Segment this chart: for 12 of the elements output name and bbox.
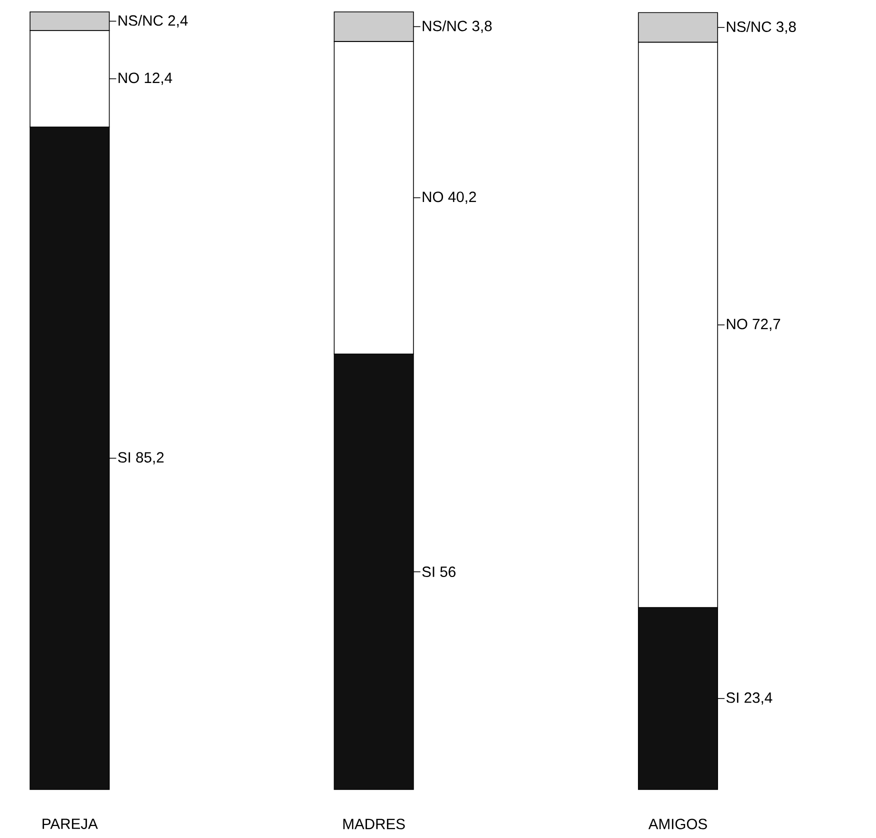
data-label: SI 23,4 bbox=[726, 692, 772, 705]
data-label: NS/NC 2,4 bbox=[118, 14, 188, 28]
x-tick-label: MADRES bbox=[343, 818, 405, 830]
x-tick-label: PAREJA bbox=[42, 818, 98, 830]
data-label: NO 72,7 bbox=[726, 318, 780, 331]
data-label: NO 12,4 bbox=[118, 72, 172, 85]
data-label: SI 56 bbox=[422, 566, 456, 577]
x-tick-label: AMIGOS bbox=[648, 818, 707, 830]
data-label: NS/NC 3,8 bbox=[422, 20, 492, 33]
data-label: NO 40,2 bbox=[422, 192, 476, 204]
data-label: SI 85,2 bbox=[118, 452, 164, 464]
data-label: NS/NC 3,8 bbox=[726, 21, 796, 34]
